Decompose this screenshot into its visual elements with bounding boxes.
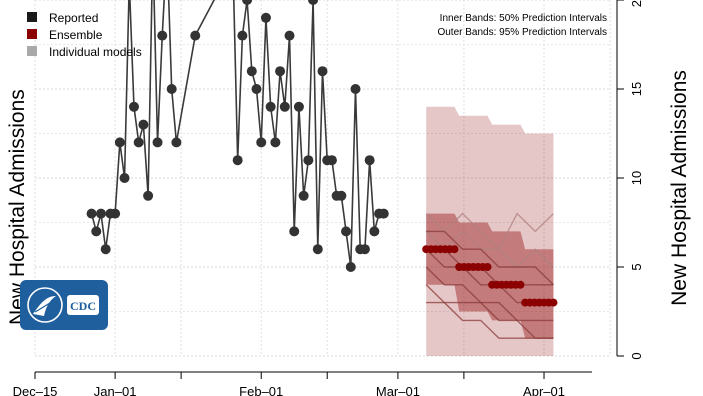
annotation-inner-bands: Inner Bands: 50% Prediction Intervals bbox=[440, 13, 607, 24]
reported-point bbox=[364, 155, 375, 166]
reported-point bbox=[237, 30, 248, 41]
reported-point bbox=[270, 137, 281, 148]
legend-swatch-ensemble bbox=[27, 29, 37, 39]
reported-point bbox=[275, 66, 286, 77]
ensemble-median-point bbox=[450, 245, 459, 254]
legend: Reported Ensemble Individual models bbox=[27, 11, 142, 59]
y-axis-title-right: New Hospital Admissions bbox=[668, 70, 691, 306]
y-tick-label: 5 bbox=[629, 263, 644, 270]
reported-point bbox=[251, 84, 262, 94]
reported-point bbox=[345, 262, 356, 272]
y-axis-title-left: New Hospital Admissions bbox=[6, 89, 29, 325]
reported-point bbox=[369, 226, 380, 237]
reported-point bbox=[86, 208, 97, 219]
reported-point bbox=[312, 244, 323, 255]
annotation-outer-bands: Outer Bands: 95% Prediction Intervals bbox=[437, 27, 607, 38]
x-tick-label: Feb–01 bbox=[239, 384, 283, 396]
reported-point bbox=[171, 137, 182, 148]
legend-label-reported: Reported bbox=[49, 11, 98, 25]
reported-point bbox=[284, 30, 295, 41]
reported-point bbox=[303, 155, 314, 166]
reported-point bbox=[326, 155, 337, 166]
reported-point bbox=[138, 119, 149, 130]
reported-point bbox=[350, 84, 361, 94]
y-tick-label: 15 bbox=[629, 82, 644, 96]
reported-point bbox=[317, 66, 328, 77]
legend-label-individual: Individual models bbox=[49, 45, 142, 59]
individual-model-line bbox=[426, 301, 554, 339]
legend-swatch-reported bbox=[27, 12, 37, 22]
hhs-seal-icon bbox=[27, 287, 63, 323]
ensemble-median-point bbox=[549, 298, 558, 307]
reported-point bbox=[298, 190, 309, 201]
reported-point bbox=[289, 226, 300, 237]
individual-model-line bbox=[425, 284, 554, 339]
pi95-band bbox=[426, 106, 554, 356]
x-tick-label: Dec–15 bbox=[13, 384, 58, 396]
reported-point bbox=[341, 226, 352, 237]
reported-point bbox=[359, 244, 370, 255]
reported-point bbox=[157, 30, 168, 41]
reported-point bbox=[242, 0, 253, 5]
reported-point bbox=[128, 101, 139, 112]
individual-model-line bbox=[425, 266, 554, 322]
reported-point bbox=[260, 12, 271, 23]
reported-point bbox=[91, 226, 102, 237]
x-tick-label: Apr–01 bbox=[523, 384, 565, 396]
cdc-logo-text: CDC bbox=[70, 299, 96, 313]
ensemble-median-point bbox=[516, 280, 525, 289]
ensemble-median-point bbox=[483, 263, 492, 271]
plot-gridlines bbox=[34, 0, 611, 357]
legend-swatch-individual bbox=[27, 46, 37, 56]
cdc-logo: CDC bbox=[20, 280, 108, 330]
reported-point bbox=[110, 208, 121, 219]
legend-label-ensemble: Ensemble bbox=[49, 28, 103, 42]
reported-point bbox=[190, 30, 201, 41]
reported-point bbox=[119, 173, 130, 183]
reported-point bbox=[166, 84, 177, 94]
individual-model-line bbox=[426, 230, 554, 286]
reported-point bbox=[265, 101, 276, 112]
reported-point bbox=[152, 137, 163, 148]
reported-point bbox=[308, 0, 319, 5]
reported-point bbox=[256, 137, 267, 148]
reported-point bbox=[133, 137, 144, 148]
x-tick-label: Jan–01 bbox=[94, 384, 137, 396]
individual-model-line bbox=[425, 212, 554, 251]
reported-point bbox=[143, 190, 154, 201]
reported-point bbox=[95, 208, 106, 219]
reported-point bbox=[293, 101, 304, 112]
x-tick-label: Mar–01 bbox=[376, 384, 420, 396]
y-tick-label: 10 bbox=[629, 171, 644, 185]
reported-point bbox=[378, 208, 389, 219]
reported-point bbox=[100, 244, 111, 255]
reported-point bbox=[114, 137, 125, 148]
reported-point bbox=[336, 190, 347, 201]
reported-point bbox=[279, 101, 290, 112]
y-tick-label: 20 bbox=[629, 0, 644, 7]
chart-axes: Dec–15 Jan–01 Feb–01 Mar–01 Apr–01 0 5 10 15 20 bbox=[13, 0, 644, 396]
reported-point bbox=[232, 155, 243, 166]
ensemble-series bbox=[422, 245, 558, 307]
y-tick-label: 0 bbox=[629, 352, 644, 359]
reported-series bbox=[86, 0, 389, 272]
reported-point bbox=[246, 66, 257, 77]
